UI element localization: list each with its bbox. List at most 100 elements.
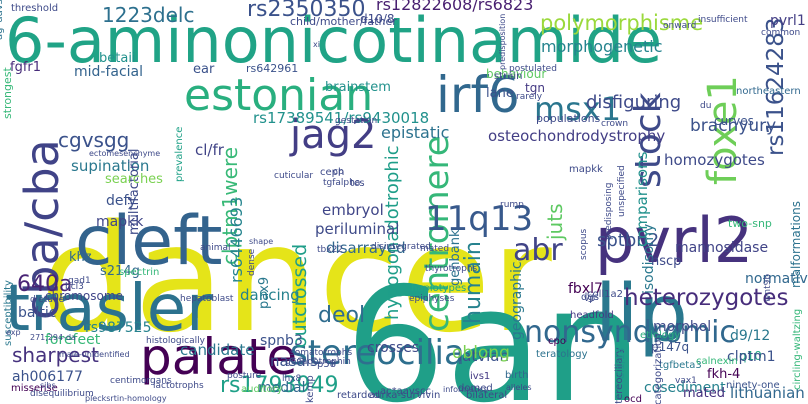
word-cloud-term: 1223delc [102,3,194,27]
word-cloud-term: predisposing [604,183,614,240]
word-cloud-term: bcl3 [65,282,84,292]
word-cloud-term: spnb3 [260,333,303,349]
word-cloud-term: juts [543,204,567,242]
word-cloud-term: pvrl2 [595,204,753,277]
word-cloud-term: rs6446693 [227,197,246,283]
word-cloud-term: cba/cba [15,139,69,320]
word-cloud-term: rump [500,200,524,210]
word-cloud-term: rs642961 [246,62,298,75]
word-cloud-term: trasler [5,272,213,346]
word-cloud-term: tgfalpha [323,178,360,188]
word-cloud-term: auditory [241,384,283,395]
word-cloud-term: disarrayed [326,239,406,257]
word-cloud-term: male-unidentified [59,350,130,359]
word-cloud-term: clptm1 [727,349,776,365]
word-cloud-term: d'etude [30,295,65,305]
word-cloud-term: candidate [180,341,254,359]
word-cloud-term: msx1 [534,90,621,128]
word-cloud-term: curves [714,114,754,128]
word-cloud-term: deol [318,303,365,328]
word-cloud-term: periluminal [315,220,399,238]
word-cloud-term: hepatoblast [180,294,234,304]
word-cloud-term: alleles [506,383,532,392]
word-cloud-term: strongest [1,66,14,119]
word-cloud-term: gestation [335,116,377,126]
word-cloud-term: mid-facial [74,64,143,80]
word-cloud-term: behaviour [486,67,546,81]
word-cloud-term: lactotrophs [153,381,204,391]
word-cloud-term: ectomesenchyme [89,149,160,158]
word-cloud-term: du [700,101,711,111]
word-cloud-term: p58 [317,359,336,370]
word-cloud-term: dense [247,248,257,276]
word-cloud-term: mated [683,386,725,401]
word-cloud-term: histologically [146,336,206,346]
word-cloud-term: xi [313,40,320,49]
word-cloud-term: rs17389541/rs9430018 [253,109,429,127]
word-cloud-term: sharpest [12,343,99,367]
word-cloud-term: etiology [640,330,680,341]
word-cloud-term: 11q13 [425,199,533,239]
word-cloud-term: mannosidase [675,240,768,256]
word-cloud-term: ag*aavsgg [0,0,5,40]
word-cloud-term: comparisons [633,151,651,247]
word-cloud-term: 640a [17,272,72,297]
word-cloud-term: foxe1 [700,75,746,185]
word-cloud-term: strain [494,71,523,82]
word-cloud-term: rs12822608/rs6823 [376,0,533,14]
word-cloud-term: p147q [651,340,689,354]
word-cloud-term: northeastern [736,86,801,97]
word-cloud-term: vax1 [675,376,697,386]
word-cloud-term: sptbn2 [597,230,659,251]
word-cloud-term: mated [420,244,449,254]
word-cloud-term: mapkk [96,214,144,230]
word-cloud-term: crown [601,119,628,129]
word-cloud-term: rs2350350 [247,0,366,22]
word-cloud-term: rarely [516,92,543,102]
word-cloud-term: postulated [509,64,557,74]
word-cloud-term: predisposition [498,14,507,70]
word-cloud-term: medial [258,380,306,396]
word-cloud-term: cleft [75,202,223,281]
word-cloud-term: common [761,28,800,38]
word-cloud-term: lip [595,269,688,359]
word-cloud-term: tgfbeta3 [659,360,702,371]
word-cloud-term: normative [745,271,808,287]
word-cloud-term: headfold [570,310,614,321]
word-cloud-term: posture [227,371,262,381]
word-cloud-term: ivs1 [470,371,490,382]
word-cloud-term: khz [69,250,92,265]
word-cloud-term: lithuanian [730,384,805,402]
word-cloud-term: malformations [789,201,803,288]
word-cloud-term: ac*aavscc [380,386,431,397]
word-cloud-term: ear [193,62,215,77]
word-cloud-term: ocd [624,394,642,404]
word-cloud-term: vp [584,294,595,304]
word-cloud-term: cl/fr [195,141,225,159]
word-cloud-term: brainstem [325,80,391,95]
word-cloud-term: disfiguring [586,92,681,113]
word-cloud-term: ah006177 [12,369,83,385]
word-cloud-term: unspecified [617,165,627,217]
word-cloud-term: tgn [525,81,545,95]
word-cloud-term: child/mother/father [290,15,397,28]
word-cloud-term: outcrossed [289,244,311,348]
word-cloud-term: haplotypes [411,283,466,294]
word-cloud-term: geographic [509,261,525,340]
word-cloud-term: latvian [458,347,509,365]
word-cloud-term: fbxl7 [568,281,603,297]
word-cloud-term: missense [11,383,58,394]
word-cloud-term: circling-waltzing [792,309,803,390]
word-cloud-term: sibs [40,381,56,390]
word-cloud-term: stereocilia [290,333,465,373]
word-cloud-term: tcs [350,178,365,189]
word-cloud-term: centromere [417,135,457,332]
word-cloud-term: jag2 [289,112,376,158]
word-cloud-term: cgvsgg [58,128,129,152]
word-cloud-term: irf6 [436,66,520,124]
word-cloud-term: polymorphisme [540,11,703,35]
word-cloud-term: rs1793949 [220,373,339,398]
word-cloud-term: plecksrtin-homology [85,394,167,403]
word-cloud-term: cosediment [644,380,726,396]
word-cloud-term: wnt9b [763,274,773,302]
